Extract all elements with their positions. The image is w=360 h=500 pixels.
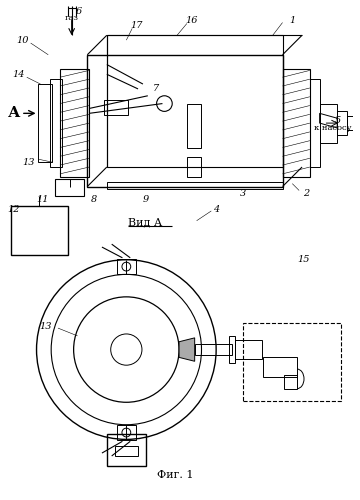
Text: 15: 15	[298, 256, 310, 264]
Text: 11: 11	[36, 194, 49, 203]
Bar	[117, 259, 136, 274]
Text: А: А	[8, 106, 20, 120]
Bar	[195, 344, 232, 355]
Bar	[187, 158, 201, 177]
Text: 14: 14	[13, 70, 25, 79]
Bar	[347, 116, 355, 130]
Text: к насосу: к насосу	[314, 124, 351, 132]
Bar	[229, 336, 235, 363]
Text: 16: 16	[185, 16, 198, 25]
Bar	[87, 55, 283, 186]
Bar	[243, 323, 341, 402]
Bar	[107, 35, 283, 167]
Bar	[11, 206, 68, 255]
Text: 12: 12	[7, 204, 19, 214]
Text: 3: 3	[240, 189, 247, 198]
Text: 1: 1	[289, 16, 296, 25]
Text: Фиг. 1: Фиг. 1	[157, 470, 193, 480]
Bar	[104, 100, 128, 116]
Bar	[263, 358, 297, 377]
Text: 17: 17	[130, 21, 142, 30]
Text: 5: 5	[335, 116, 341, 124]
Bar	[235, 340, 262, 359]
Text: 8: 8	[91, 194, 97, 203]
Bar	[50, 79, 62, 167]
Bar	[107, 434, 146, 466]
Bar	[320, 104, 337, 142]
Bar	[310, 79, 320, 167]
Text: 6: 6	[75, 8, 82, 16]
Bar	[39, 84, 52, 162]
Bar	[187, 104, 201, 148]
Text: 10: 10	[17, 36, 29, 44]
Text: 7: 7	[153, 84, 159, 94]
Bar	[107, 182, 283, 190]
Bar	[55, 178, 84, 196]
Bar	[114, 446, 138, 456]
Text: Вид А: Вид А	[128, 218, 163, 228]
Bar	[284, 375, 297, 388]
Text: 13: 13	[22, 158, 35, 166]
Bar	[60, 70, 89, 177]
Text: 2: 2	[303, 189, 309, 198]
Text: 13: 13	[39, 322, 51, 330]
Text: 4: 4	[213, 204, 219, 214]
Polygon shape	[179, 338, 195, 361]
Bar	[117, 424, 136, 440]
Text: 9: 9	[143, 194, 149, 203]
Bar	[337, 112, 347, 135]
Bar	[283, 70, 310, 177]
Text: газ: газ	[65, 14, 78, 22]
